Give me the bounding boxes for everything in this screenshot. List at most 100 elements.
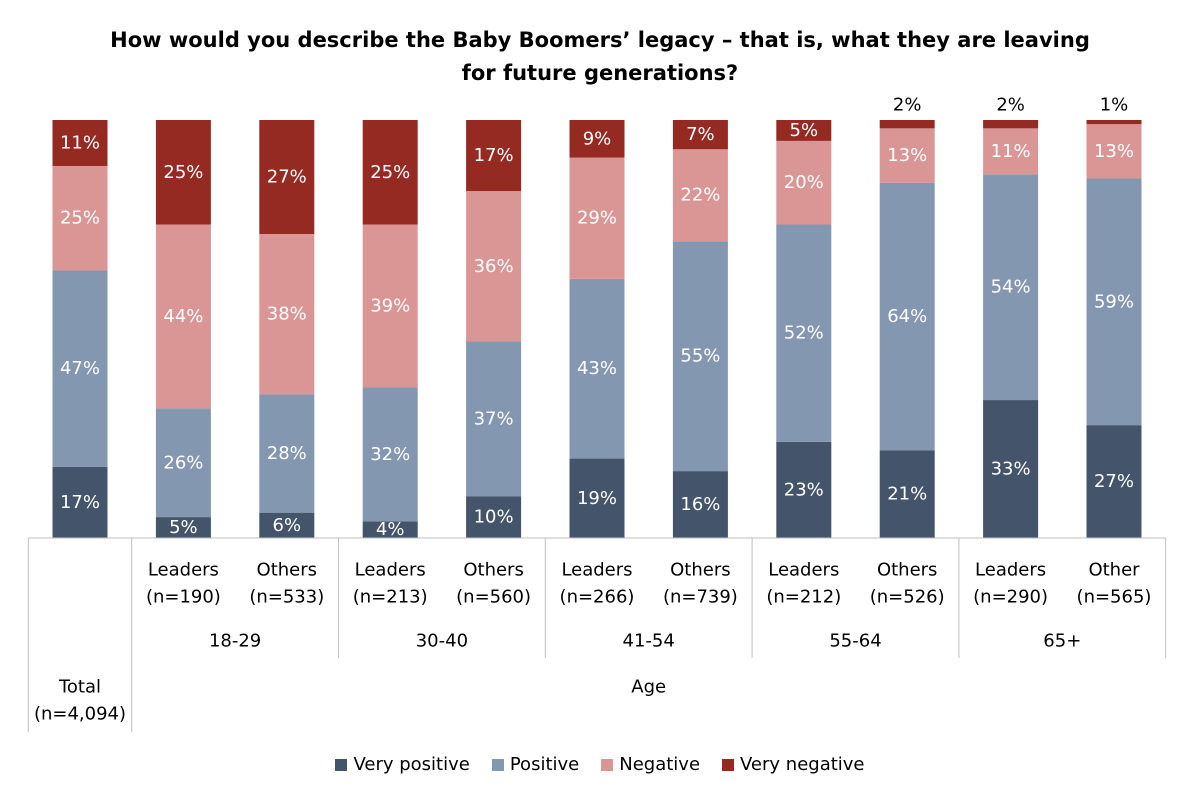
data-label: 64% (887, 306, 927, 327)
bar-segment-positive (155, 408, 211, 518)
bar-segment-very-positive (466, 496, 522, 538)
x-group-label: 30-40 (416, 631, 468, 652)
x-label-bar: Others (463, 560, 524, 581)
x-label-total: Total (58, 677, 101, 698)
data-label: 7% (686, 124, 715, 145)
data-label: 27% (267, 167, 307, 188)
x-label-bar-n: (n=266) (560, 587, 635, 608)
data-label: 6% (273, 515, 302, 536)
data-label: 21% (887, 484, 927, 505)
bar-segment-positive (569, 278, 625, 459)
legend-item: Positive (491, 754, 580, 775)
bar-segment-very-positive (362, 521, 418, 538)
data-label: 36% (474, 256, 514, 277)
bars-layer (52, 120, 1142, 538)
bar-segment-negative (983, 128, 1039, 175)
data-label: 13% (887, 145, 927, 166)
bar-segment-negative (52, 165, 108, 271)
x-label-bar: Leaders (768, 560, 839, 581)
bar-segment-very-positive (879, 450, 935, 538)
data-label: 47% (60, 358, 100, 379)
x-label-bar-n: (n=560) (456, 587, 531, 608)
legend-label: Very positive (353, 754, 470, 775)
data-label: 55% (680, 346, 720, 367)
bar-segment-very-positive (569, 458, 625, 538)
x-group-label: 41-54 (623, 631, 675, 652)
data-label: 11% (60, 132, 100, 153)
x-label-total-n: (n=4,094) (34, 704, 126, 725)
bar-segment-very-positive (983, 400, 1039, 538)
data-label: 59% (1094, 291, 1134, 312)
bar-segment-positive (466, 341, 522, 497)
bar-segment-very-positive (1086, 425, 1142, 538)
data-label: 29% (577, 208, 617, 229)
bar-segment-very-positive (672, 471, 728, 538)
x-label-bar: Others (257, 560, 318, 581)
data-label: 54% (991, 277, 1031, 298)
x-group-label: 18-29 (209, 631, 261, 652)
data-label: 52% (784, 323, 824, 344)
data-label: 43% (577, 358, 617, 379)
data-label: 26% (163, 452, 203, 473)
category-axis: Total (n=4,094) Leaders (n=190) Others (n=533… (27, 537, 1167, 732)
bar-segment-very-negative (155, 120, 211, 225)
data-label: 44% (163, 306, 203, 327)
legend-swatch (491, 758, 504, 771)
data-label: 5% (790, 120, 819, 141)
bar-segment-very-negative (983, 120, 1039, 129)
bar-segment-negative (879, 128, 935, 183)
data-label: 33% (991, 459, 1031, 480)
bar-segment-very-negative (259, 120, 315, 234)
data-label: 2% (996, 95, 1025, 116)
chart-title: How would you describe the Baby Boomers’… (110, 28, 1090, 85)
bar-segment-very-positive (776, 441, 832, 538)
data-label: 19% (577, 488, 617, 509)
x-label-bar-n: (n=565) (1077, 587, 1152, 608)
data-label: 22% (680, 185, 720, 206)
x-label-bar: Leaders (561, 560, 632, 581)
bar-segment-negative (1086, 124, 1142, 179)
x-label-bar: Others (877, 560, 938, 581)
bar-segment-negative (672, 149, 728, 242)
bar-segment-positive (983, 174, 1039, 401)
bar-segment-positive (1086, 178, 1142, 426)
data-label: 13% (1094, 141, 1134, 162)
x-label-bar-n: (n=739) (663, 587, 738, 608)
data-label: 10% (474, 507, 514, 528)
data-label: 39% (370, 296, 410, 317)
legend-label: Positive (509, 754, 580, 775)
bar-segment-positive (259, 394, 315, 513)
bar-segment-negative (362, 224, 418, 388)
bar-segment-positive (879, 182, 935, 451)
x-label-bar-n: (n=290) (973, 587, 1048, 608)
bar-segment-positive (362, 387, 418, 522)
data-label: 9% (583, 128, 612, 149)
legend-swatch (722, 758, 735, 771)
bar-segment-positive (52, 270, 108, 467)
bar-value-labels: 17% 47% 25% 11% 5% 26% 44% 25% 6% 28% 38% 27% 4% 32% 3… (60, 95, 1134, 541)
data-label: 20% (784, 172, 824, 193)
data-label: 2% (893, 95, 922, 116)
x-label-bar-n: (n=526) (870, 587, 945, 608)
legend-item: Very positive (335, 754, 470, 775)
data-label: 5% (169, 517, 198, 538)
data-label: 25% (163, 162, 203, 183)
bar-segment-very-negative (466, 120, 522, 192)
bar-segment-very-negative (776, 120, 832, 141)
x-axis-title-age: Age (631, 677, 666, 698)
bar-segment-negative (259, 234, 315, 395)
x-label-bar-n: (n=190) (146, 587, 221, 608)
data-label: 11% (991, 141, 1031, 162)
x-label-bar: Others (670, 560, 731, 581)
bar-segment-very-positive (155, 517, 211, 538)
x-label-bar: Leaders (148, 560, 219, 581)
legend-swatch (601, 758, 614, 771)
legend-label: Negative (619, 754, 701, 775)
x-label-bar: Leaders (355, 560, 426, 581)
data-label: 32% (370, 444, 410, 465)
legend-item: Negative (601, 754, 700, 775)
data-label: 17% (60, 492, 100, 513)
bar-segment-very-negative (52, 120, 108, 166)
bar-segment-very-negative (362, 120, 418, 225)
x-group-label: 65+ (1043, 631, 1081, 652)
